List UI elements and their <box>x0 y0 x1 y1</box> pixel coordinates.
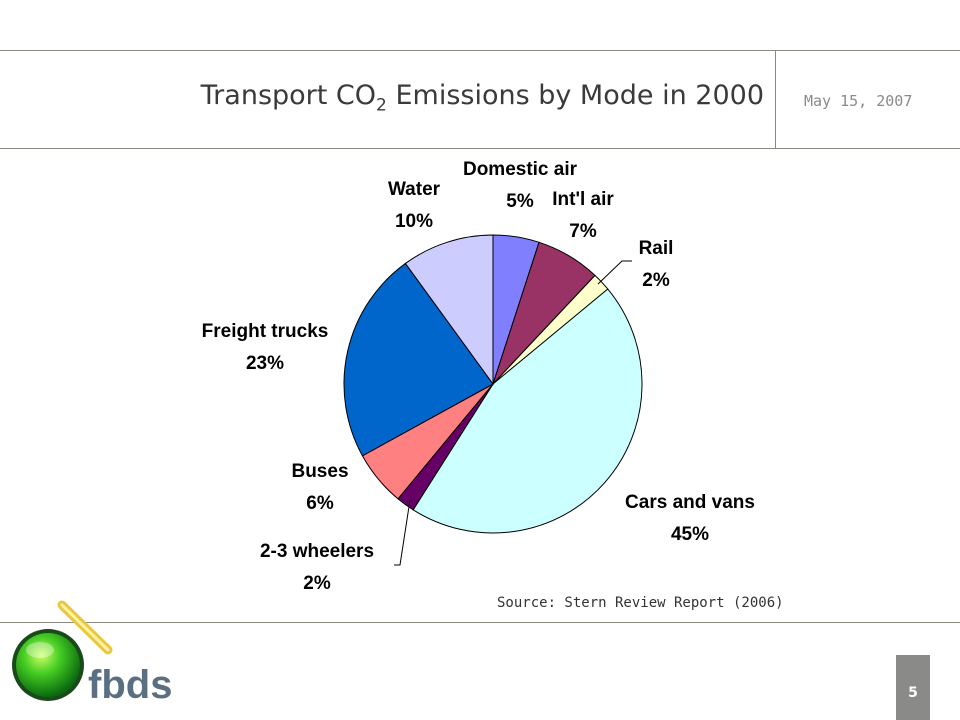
slice-percent-int-l-air: 7% <box>569 221 597 242</box>
leader-lines <box>394 260 632 566</box>
header-bottom-rule <box>0 148 960 149</box>
source-note: Source: Stern Review Report (2006) <box>497 595 784 611</box>
title-subscript: 2 <box>376 95 387 116</box>
slice-percent-cars-and-vans: 45% <box>671 524 709 545</box>
pie-chart: Domestic air 5% Int'l air 7% Rail 2% Cars and … <box>202 159 755 594</box>
slice-label-freight-trucks: Freight trucks <box>202 321 329 342</box>
slice-label-domestic-air: Domestic air <box>463 159 578 180</box>
logo-text: fbds <box>88 663 172 705</box>
pie-slice-cars-and-vans <box>412 288 643 534</box>
header-divider <box>775 50 776 148</box>
title-main: Transport CO <box>200 80 377 111</box>
slice-percent-rail: 2% <box>642 270 670 291</box>
page-number-box: 5 <box>896 655 930 720</box>
pie-slice-freight-trucks <box>343 262 494 457</box>
page-number: 5 <box>908 685 918 701</box>
slice-labels: Domestic air 5% Int'l air 7% Rail 2% Cars and … <box>202 159 755 594</box>
leader-line-rail <box>597 260 632 285</box>
fbds-logo: fbds <box>12 600 172 705</box>
pencil-icon <box>57 600 113 655</box>
slide-date: May 15, 2007 <box>804 92 913 110</box>
green-ball-icon <box>12 629 84 701</box>
slice-label-buses: Buses <box>291 461 348 482</box>
title-rest: Emissions by Mode in 2000 <box>386 80 764 111</box>
pie-slices <box>343 234 643 534</box>
leader-line-2-3-wheelers <box>394 499 411 566</box>
slice-label-int-l-air: Int'l air <box>552 189 614 210</box>
slice-label-cars-and-vans: Cars and vans <box>625 492 755 513</box>
slice-label-water: Water <box>388 179 441 200</box>
slice-percent-2-3-wheelers: 2% <box>303 573 331 594</box>
footer-rule <box>0 622 960 623</box>
slide-title: Transport CO2 Emissions by Mode in 2000 <box>0 80 764 115</box>
slice-label-rail: Rail <box>639 238 674 259</box>
slice-percent-buses: 6% <box>306 493 334 514</box>
slice-percent-domestic-air: 5% <box>506 191 534 212</box>
slice-percent-water: 10% <box>395 211 433 232</box>
slice-percent-freight-trucks: 23% <box>246 353 284 374</box>
slice-label-2-3-wheelers: 2-3 wheelers <box>260 541 374 562</box>
header-top-rule <box>0 50 960 51</box>
pie-slice-water <box>404 234 494 386</box>
